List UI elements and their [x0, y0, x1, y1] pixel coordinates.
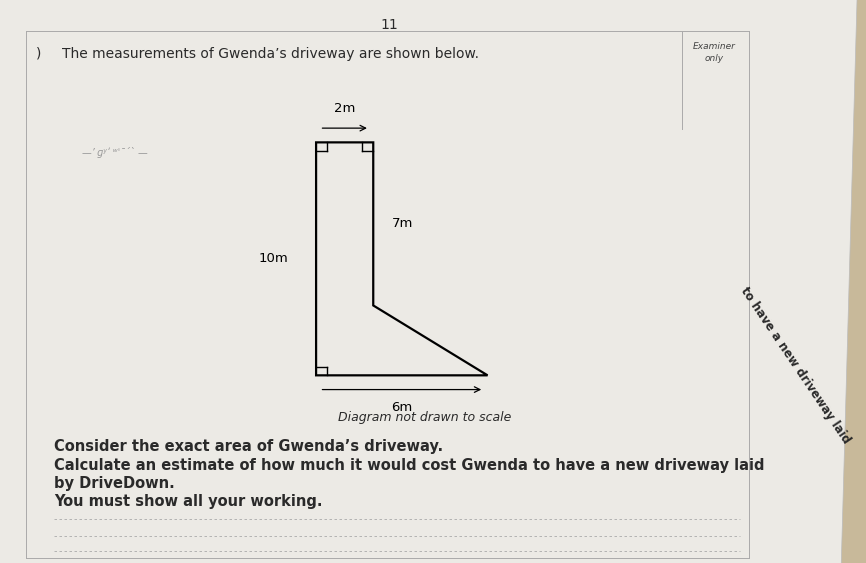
- Text: ): ): [36, 47, 42, 61]
- Text: 10m: 10m: [259, 252, 288, 265]
- Text: to have a new driveway laid: to have a new driveway laid: [738, 284, 852, 446]
- Text: 6m: 6m: [391, 401, 412, 414]
- Text: by DriveDown.: by DriveDown.: [54, 476, 174, 491]
- Text: —’ ɡʸʹ ʷˈˉˊˋ —: —’ ɡʸʹ ʷˈˉˊˋ —: [82, 146, 148, 158]
- Text: 7m: 7m: [392, 217, 414, 230]
- Text: You must show all your working.: You must show all your working.: [54, 494, 322, 510]
- Text: 2m: 2m: [334, 102, 355, 115]
- Text: Calculate an estimate of how much it would cost Gwenda to have a new driveway la: Calculate an estimate of how much it wou…: [54, 458, 764, 473]
- Text: 11: 11: [381, 17, 398, 32]
- Text: Diagram not drawn to scale: Diagram not drawn to scale: [338, 411, 511, 424]
- Text: Examiner
only: Examiner only: [693, 42, 736, 63]
- Text: Consider the exact area of Gwenda’s driveway.: Consider the exact area of Gwenda’s driv…: [54, 439, 443, 454]
- Text: The measurements of Gwenda’s driveway are shown below.: The measurements of Gwenda’s driveway ar…: [62, 47, 480, 61]
